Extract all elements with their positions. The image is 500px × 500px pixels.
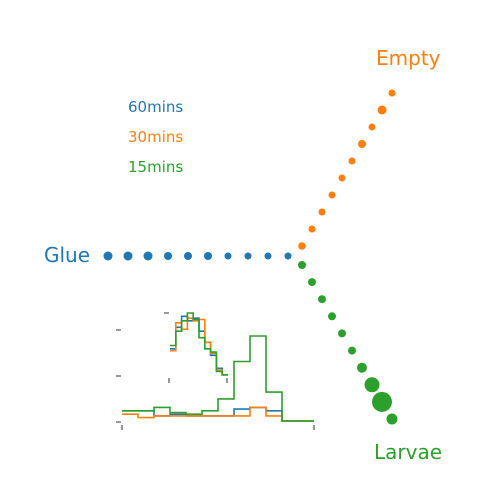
dot-larvae-4 (338, 329, 346, 338)
dot-larvae-1 (308, 278, 316, 287)
legend-entry-30: 30mins (128, 128, 183, 146)
label-glue: Glue (44, 243, 90, 267)
dot-larvae-6 (357, 362, 367, 373)
dot-empty-9 (388, 89, 396, 97)
inset-histogram-series-2 (170, 312, 228, 376)
legend-entry-15: 15mins (128, 158, 183, 176)
dot-larvae-8 (372, 391, 392, 412)
dot-empty-7 (368, 123, 376, 131)
dot-larvae-3 (328, 312, 336, 321)
dot-empty-4 (338, 174, 346, 182)
legend-entry-60: 60mins (128, 98, 183, 116)
dot-empty-3 (328, 191, 336, 199)
dot-larvae-5 (348, 346, 356, 355)
dot-larvae-7 (364, 377, 380, 393)
dot-larvae-9 (386, 413, 398, 425)
dot-empty-6 (358, 140, 366, 148)
dot-empty-0 (298, 242, 306, 250)
dot-glue-1 (123, 251, 133, 261)
dot-glue-4 (184, 252, 192, 260)
dot-glue-3 (164, 252, 172, 260)
dot-empty-1 (308, 225, 316, 233)
dot-glue-0 (103, 251, 113, 261)
arm-dots (103, 89, 398, 425)
label-larvae: Larvae (374, 440, 442, 464)
dot-glue-7 (244, 252, 252, 260)
inset-histogram (164, 312, 230, 383)
main-histogram-series-2 (122, 335, 314, 422)
dot-glue-8 (264, 252, 272, 260)
dot-glue-5 (204, 252, 212, 260)
dot-empty-5 (348, 157, 356, 165)
dot-glue-2 (143, 251, 153, 261)
dot-empty-2 (318, 208, 326, 216)
dot-larvae-2 (318, 295, 326, 304)
dot-glue-6 (224, 252, 232, 260)
dot-larvae-0 (298, 261, 306, 269)
dot-glue-9 (284, 252, 292, 260)
dot-empty-8 (377, 105, 387, 115)
label-empty: Empty (376, 46, 441, 70)
